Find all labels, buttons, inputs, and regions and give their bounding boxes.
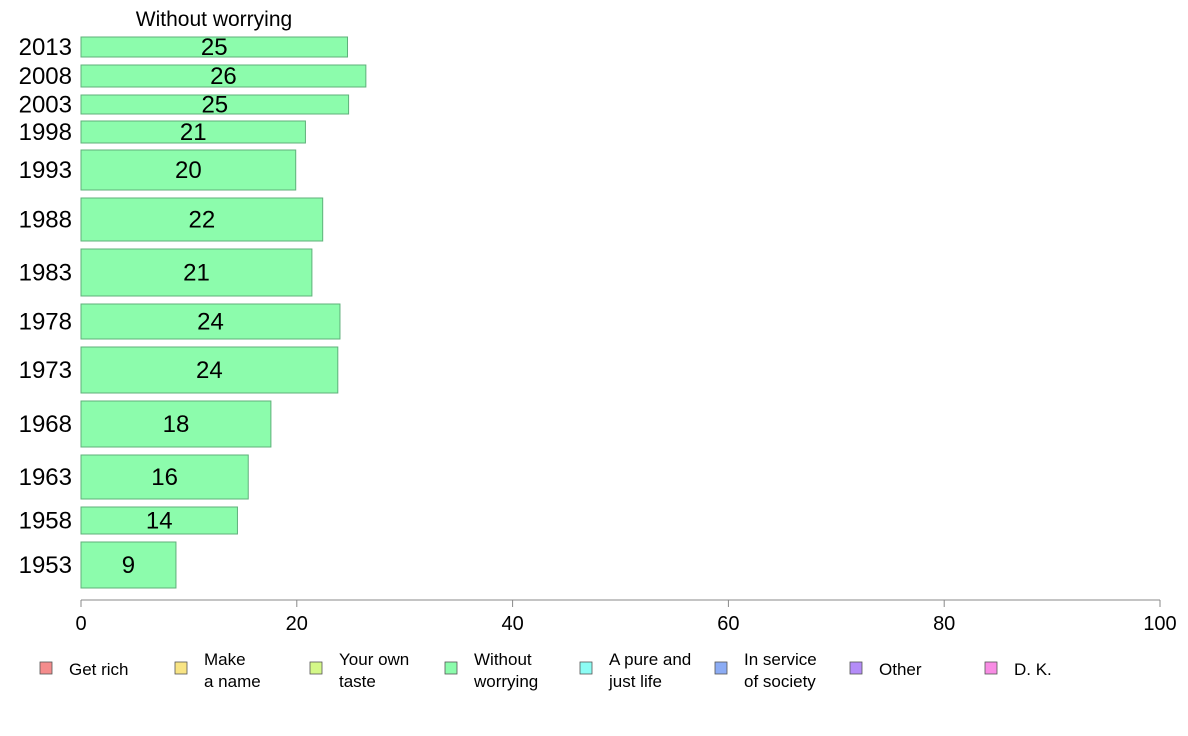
legend-label-1: Make a name [204, 650, 261, 691]
bar-2003 [80, 94, 350, 115]
bar-1958 [80, 506, 238, 535]
legend-label-7: D. K. [1014, 660, 1052, 679]
category-label-1963: 1963 [19, 464, 72, 491]
legend-swatch-5 [714, 661, 728, 675]
bars-group: 2013 25 2008 26 2003 25 1998 21 1993 20 1988 22 1983… [19, 34, 367, 589]
category-label-1993: 1993 [19, 157, 72, 184]
value-label-1953: 9 [122, 552, 135, 579]
value-label-1993: 20 [175, 157, 202, 184]
x-tick-label-20: 20 [286, 613, 308, 635]
value-label-2008: 26 [210, 63, 237, 90]
category-label-1973: 1973 [19, 357, 72, 384]
category-label-1988: 1988 [19, 207, 72, 234]
value-label-1958: 14 [146, 508, 173, 535]
category-label-2003: 2003 [19, 92, 72, 119]
category-label-1968: 1968 [19, 411, 72, 438]
bar-1983 [80, 248, 313, 297]
x-axis: 0 20 40 60 80 100 [75, 599, 1177, 635]
bar-2008 [80, 64, 367, 88]
x-tick-label-100: 100 [1143, 613, 1176, 635]
category-label-1998: 1998 [19, 119, 72, 146]
category-label-1978: 1978 [19, 309, 72, 336]
value-label-1968: 18 [163, 411, 190, 438]
legend-label-0: Get rich [69, 660, 129, 679]
x-tick-label-40: 40 [501, 613, 523, 635]
chart-title: Without worrying [136, 8, 292, 31]
bar-1998 [80, 120, 306, 144]
x-tick-label-60: 60 [717, 613, 739, 635]
category-label-1958: 1958 [19, 508, 72, 535]
legend-swatch-4 [579, 661, 593, 675]
legend-swatch-0 [39, 661, 53, 675]
value-label-1963: 16 [151, 464, 178, 491]
legend: Get rich Make a name Your own taste Without wo… [39, 650, 1052, 691]
value-label-1978: 24 [197, 309, 224, 336]
legend-label-5: In service of society [744, 650, 817, 691]
legend-label-4: A pure and just life [608, 650, 691, 691]
category-label-2013: 2013 [19, 34, 72, 61]
value-label-1998: 21 [180, 119, 207, 146]
x-tick-label-0: 0 [75, 613, 86, 635]
legend-swatch-6 [849, 661, 863, 675]
bar-1968 [80, 400, 272, 448]
bar-1988 [80, 197, 324, 242]
category-label-1953: 1953 [19, 552, 72, 579]
legend-swatch-2 [309, 661, 323, 675]
legend-label-6: Other [879, 660, 922, 679]
category-label-2008: 2008 [19, 63, 72, 90]
x-tick-label-80: 80 [933, 613, 955, 635]
bar-2013 [80, 36, 349, 58]
legend-label-2: Your own taste [339, 650, 409, 691]
legend-swatch-1 [174, 661, 188, 675]
value-label-1973: 24 [196, 357, 223, 384]
bar-1963 [80, 454, 249, 500]
bar-1993 [80, 149, 297, 191]
category-label-1983: 1983 [19, 260, 72, 287]
value-label-2003: 25 [201, 92, 228, 119]
legend-label-3: Without worrying [473, 650, 538, 691]
legend-swatch-3 [444, 661, 458, 675]
bar-1978 [80, 303, 341, 340]
bar-1953 [80, 541, 177, 589]
legend-swatch-7 [984, 661, 998, 675]
value-label-1983: 21 [183, 260, 210, 287]
bar-1973 [80, 346, 339, 394]
value-label-1988: 22 [188, 207, 215, 234]
value-label-2013: 25 [201, 34, 228, 61]
